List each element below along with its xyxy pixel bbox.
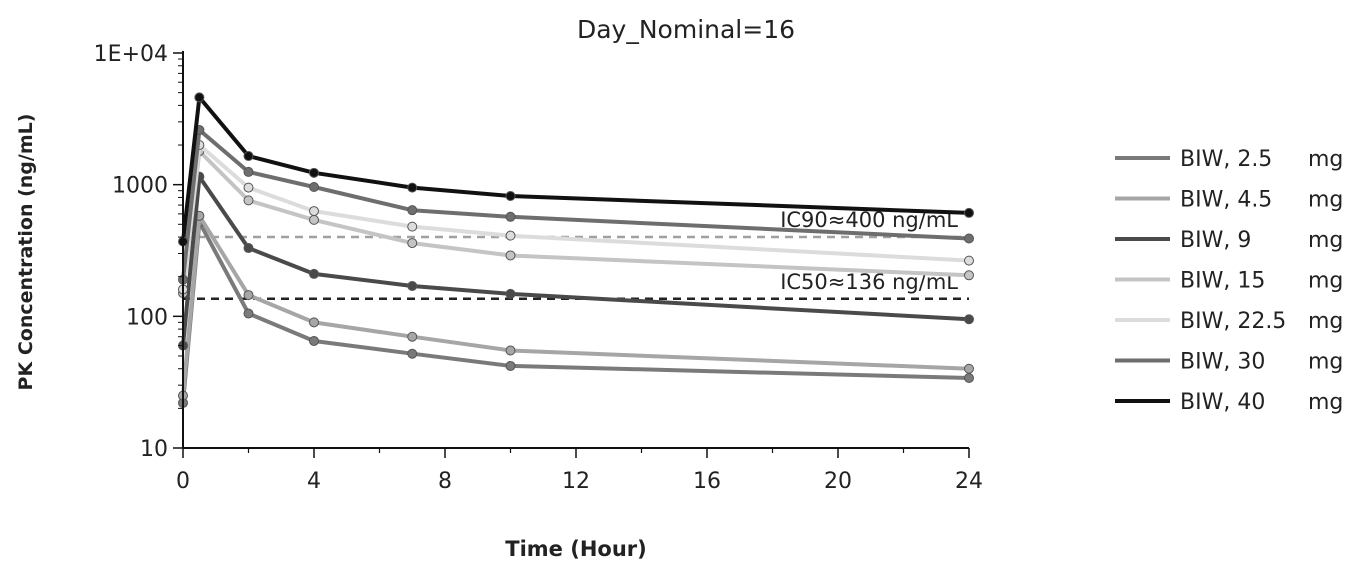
data-point [309,214,319,225]
data-point [964,314,974,325]
y-tick-label: 1000 [112,174,168,199]
data-point [505,230,516,241]
x-tick-label: 8 [438,469,452,494]
legend-unit: mg [1308,269,1343,294]
data-point [243,195,254,206]
legend-label: BIW, 2.5 [1180,147,1272,172]
legend-item: BIW, 15 mg [1115,269,1343,294]
legend-item: BIW, 30 mg [1115,350,1343,375]
axes: 0 4 8 12 16 20 24 10 100 1000 1E+04 [94,42,983,494]
legend-unit: mg [1308,390,1343,415]
data-point [964,363,974,374]
x-axis-label: Time (Hour) [505,537,646,561]
data-point [243,243,254,254]
data-point [309,167,319,178]
legend-item: BIW, 9 mg [1115,228,1343,253]
legend-unit: mg [1308,147,1343,172]
legend-label: BIW, 9 [1180,228,1251,253]
data-point [505,345,516,356]
data-point [407,205,418,216]
data-point [964,255,974,266]
series-7 [178,92,974,247]
legend-unit: mg [1308,228,1343,253]
y-tick-label: 10 [140,437,168,462]
data-point [194,92,205,103]
y-axis-label: PK Concentration (ng/mL) [15,114,37,391]
y-tick-label: 100 [126,305,168,330]
data-point [505,360,516,371]
data-point [505,250,516,261]
data-point [407,348,418,359]
legend-item: BIW, 22.5 mg [1115,309,1343,334]
data-point [407,238,418,249]
data-point [243,182,254,193]
data-point [505,191,516,202]
series-3 [178,171,974,351]
legend-item: BIW, 40 mg [1115,390,1343,415]
data-point [309,317,319,328]
legend-unit: mg [1308,350,1343,375]
data-point [243,166,254,177]
data-point [309,182,319,193]
data-point [407,280,418,291]
legend-unit: mg [1308,309,1343,334]
data-point [407,221,418,232]
series-lines [178,92,974,408]
series-line [181,174,970,346]
legend-label: BIW, 22.5 [1180,309,1286,334]
data-point [505,211,516,222]
legend-unit: mg [1308,188,1343,213]
legend-label: BIW, 30 [1180,350,1265,375]
legend-label: BIW, 4.5 [1180,188,1272,213]
data-point [964,373,974,384]
x-tick-label: 24 [955,469,983,494]
legend-item: BIW, 2.5 mg [1115,147,1343,172]
data-point [407,182,418,193]
x-tick-label: 12 [562,469,590,494]
chart-title: Day_Nominal=16 [577,15,795,44]
x-tick-label: 4 [307,469,321,494]
data-point [309,268,319,279]
data-point [243,290,254,301]
x-tick-label: 20 [824,469,852,494]
data-point [964,233,974,244]
data-point [243,308,254,319]
data-point [964,270,974,281]
data-point [243,151,254,162]
data-point [505,288,516,299]
data-point [407,331,418,342]
x-tick-label: 0 [176,469,190,494]
y-tick-label: 1E+04 [94,42,168,67]
legend-item: BIW, 4.5 mg [1115,188,1343,213]
legend-label: BIW, 40 [1180,390,1265,415]
legend-label: BIW, 15 [1180,269,1265,294]
data-point [309,206,319,217]
data-point [309,335,319,346]
x-tick-label: 16 [693,469,721,494]
data-point [964,207,974,218]
